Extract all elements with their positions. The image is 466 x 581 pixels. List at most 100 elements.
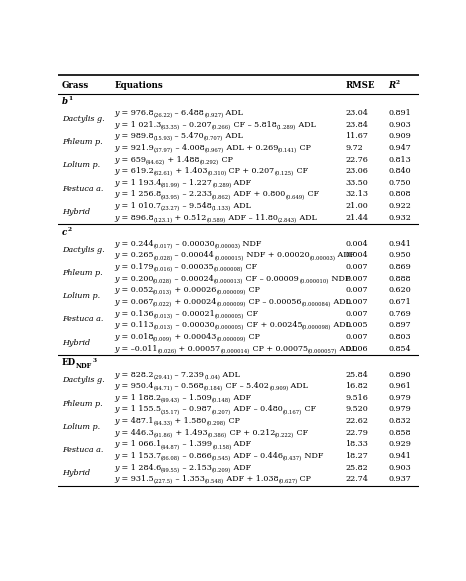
Text: (0.017): (0.017) (153, 244, 172, 249)
Text: – 0.00030: – 0.00030 (172, 240, 214, 248)
Text: Phleum p.: Phleum p. (62, 138, 103, 146)
Text: 0.004: 0.004 (345, 252, 368, 260)
Text: y: y (114, 167, 119, 175)
Text: (0.000008): (0.000008) (214, 267, 243, 272)
Text: NDF: NDF (240, 240, 261, 248)
Text: Equations: Equations (114, 81, 163, 90)
Text: = 0.018: = 0.018 (119, 333, 153, 341)
Text: y: y (114, 452, 119, 460)
Text: 9.520: 9.520 (345, 406, 368, 414)
Text: y: y (114, 406, 119, 414)
Text: 0.854: 0.854 (389, 345, 411, 353)
Text: (0.00003): (0.00003) (214, 244, 240, 249)
Text: 21.00: 21.00 (345, 202, 368, 210)
Text: NDF: NDF (76, 361, 92, 370)
Text: (44.62): (44.62) (146, 160, 165, 165)
Text: 25.82: 25.82 (345, 464, 368, 472)
Text: 0.932: 0.932 (389, 214, 411, 222)
Text: (0.000010): (0.000010) (299, 279, 329, 284)
Text: Lolium p.: Lolium p. (62, 423, 100, 431)
Text: ADL: ADL (337, 345, 357, 353)
Text: = 487.1: = 487.1 (119, 417, 153, 425)
Text: (86.08): (86.08) (161, 456, 180, 461)
Text: (0.627): (0.627) (278, 479, 297, 485)
Text: + 0.00043: + 0.00043 (172, 333, 217, 341)
Text: y: y (114, 429, 119, 437)
Text: (0.028): (0.028) (153, 279, 172, 284)
Text: 25.84: 25.84 (345, 371, 368, 379)
Text: 32.13: 32.13 (345, 191, 368, 199)
Text: (0.589): (0.589) (207, 218, 226, 223)
Text: 0.803: 0.803 (389, 333, 411, 341)
Text: = 989.8: = 989.8 (119, 132, 153, 141)
Text: 0.769: 0.769 (389, 310, 411, 318)
Text: y: y (114, 440, 119, 449)
Text: + 1.580: + 1.580 (172, 417, 207, 425)
Text: + 0.00024: + 0.00024 (172, 298, 217, 306)
Text: – 7.239: – 7.239 (172, 371, 205, 379)
Text: (0.298): (0.298) (207, 421, 226, 426)
Text: 22.74: 22.74 (345, 475, 368, 483)
Text: – 2.153: – 2.153 (180, 464, 212, 472)
Text: 0.903: 0.903 (389, 464, 411, 472)
Text: (26.22): (26.22) (153, 113, 172, 119)
Text: (227.5): (227.5) (153, 479, 172, 485)
Text: (0.000009): (0.000009) (217, 290, 246, 296)
Text: – 1.353: – 1.353 (172, 475, 205, 483)
Text: 2: 2 (67, 227, 71, 232)
Text: (0.707): (0.707) (204, 137, 223, 142)
Text: (0.000084): (0.000084) (302, 302, 331, 307)
Text: CP + 0.00075: CP + 0.00075 (250, 345, 308, 353)
Text: CP – 0.00056: CP – 0.00056 (246, 298, 302, 306)
Text: ADL: ADL (231, 202, 251, 210)
Text: = 0.113: = 0.113 (119, 321, 153, 329)
Text: (81.99): (81.99) (161, 183, 180, 188)
Text: RMSE: RMSE (345, 81, 375, 90)
Text: = 950.4: = 950.4 (119, 382, 153, 390)
Text: (123.1): (123.1) (153, 218, 172, 223)
Text: (93.95): (93.95) (161, 195, 180, 200)
Text: (0.289): (0.289) (212, 183, 232, 188)
Text: y: y (114, 156, 119, 164)
Text: 0.922: 0.922 (389, 202, 411, 210)
Text: ADF: ADF (231, 464, 252, 472)
Text: = 1 284.6: = 1 284.6 (119, 464, 161, 472)
Text: ADF: ADF (232, 179, 252, 187)
Text: (0.000014): (0.000014) (220, 349, 250, 354)
Text: = 1 193.4: = 1 193.4 (119, 179, 161, 187)
Text: ADF + 1.038: ADF + 1.038 (224, 475, 278, 483)
Text: = 1 021.3: = 1 021.3 (119, 121, 161, 129)
Text: (0.013): (0.013) (153, 290, 172, 296)
Text: (1.04): (1.04) (205, 375, 220, 380)
Text: (0.125): (0.125) (274, 171, 294, 177)
Text: (0.437): (0.437) (283, 456, 302, 461)
Text: = 931.5: = 931.5 (119, 475, 153, 483)
Text: – 2.233: – 2.233 (180, 191, 212, 199)
Text: (0.207): (0.207) (212, 410, 231, 415)
Text: 0.909: 0.909 (389, 132, 411, 141)
Text: 0.006: 0.006 (345, 345, 368, 353)
Text: + 0.00057: + 0.00057 (177, 345, 220, 353)
Text: Dactylis g.: Dactylis g. (62, 246, 104, 254)
Text: Dactylis g.: Dactylis g. (62, 115, 104, 123)
Text: (49.55): (49.55) (161, 468, 180, 473)
Text: + 1.488: + 1.488 (165, 156, 199, 164)
Text: y: y (114, 417, 119, 425)
Text: 0.897: 0.897 (389, 321, 411, 329)
Text: 2: 2 (396, 80, 400, 85)
Text: (0.158): (0.158) (212, 444, 232, 450)
Text: Dactylis g.: Dactylis g. (62, 376, 104, 385)
Text: (0.386): (0.386) (207, 433, 226, 438)
Text: 9.72: 9.72 (345, 144, 363, 152)
Text: y: y (114, 263, 119, 271)
Text: 0.947: 0.947 (389, 144, 411, 152)
Text: = 1 066.1: = 1 066.1 (119, 440, 161, 449)
Text: – 0.568: – 0.568 (172, 382, 204, 390)
Text: y: y (114, 286, 119, 295)
Text: CF: CF (243, 263, 258, 271)
Text: (0.028): (0.028) (153, 256, 172, 261)
Text: = 659: = 659 (119, 156, 146, 164)
Text: 0.869: 0.869 (389, 263, 411, 271)
Text: ADF – 0.480: ADF – 0.480 (231, 406, 282, 414)
Text: (2.843): (2.843) (278, 218, 297, 223)
